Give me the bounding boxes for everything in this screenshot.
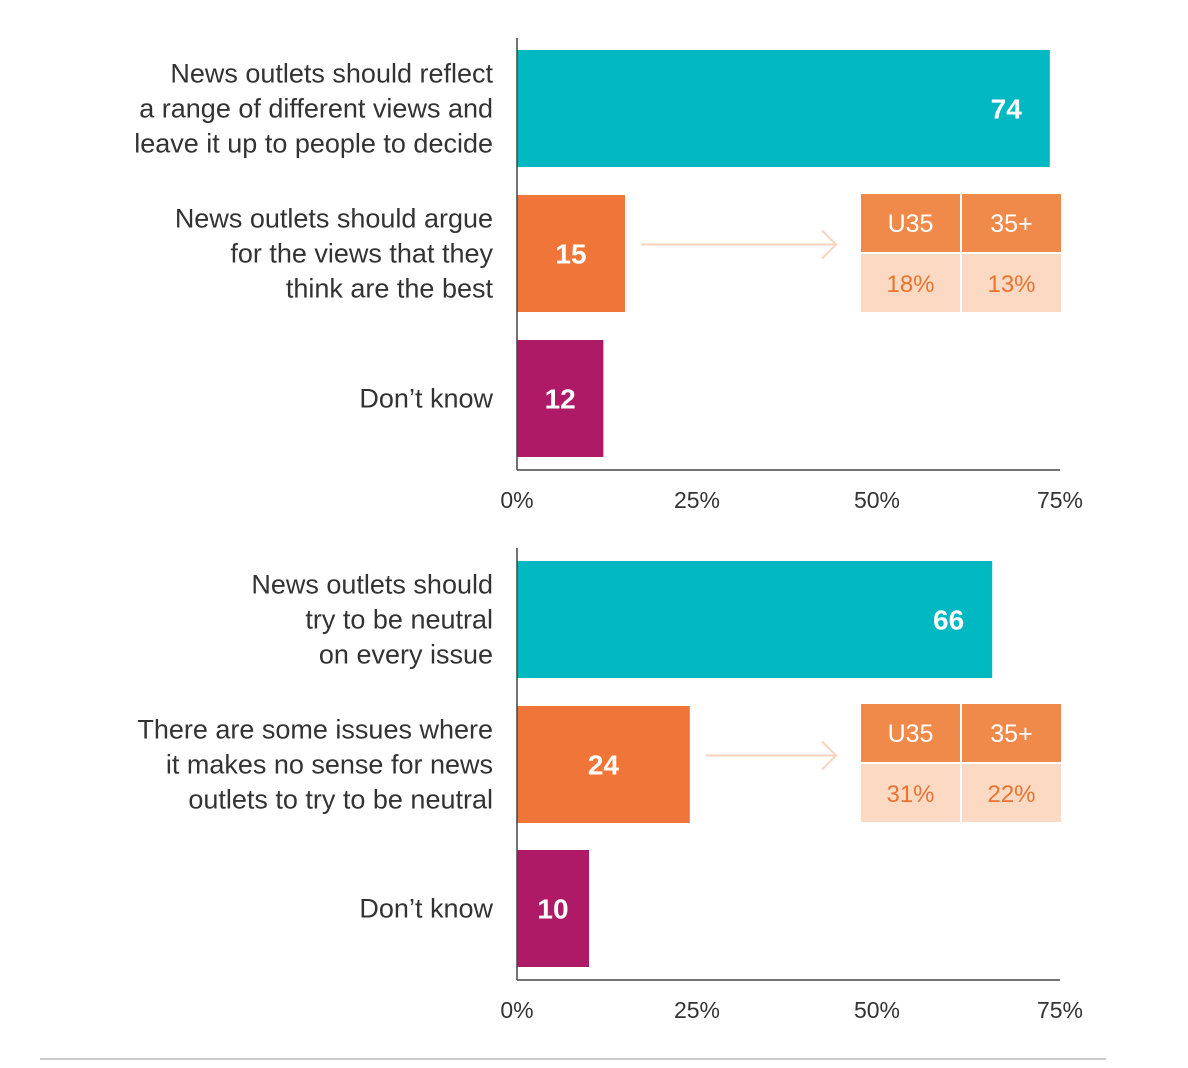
breakdown-value-label: 31% [886,781,934,808]
category-label: it makes no sense for news [166,750,493,780]
bar [517,195,625,312]
x-tick-label: 0% [500,997,533,1023]
breakdown-value-cell [861,254,960,312]
bar [517,850,589,967]
category-label: on every issue [319,640,493,670]
breakdown-header-label: 35+ [990,720,1032,748]
x-tick-label: 25% [674,487,720,513]
bar [517,561,993,678]
x-tick-label: 50% [854,487,900,513]
bar-value-label: 12 [545,384,576,415]
breakdown-header-cell [861,704,960,762]
x-tick-label: 75% [1037,997,1083,1023]
x-tick-label: 75% [1037,487,1083,513]
category-label: News outlets should [251,570,493,600]
breakdown-header-label: 35+ [990,210,1032,238]
breakdown-value-cell [962,764,1061,822]
category-label: outlets to try to be neutral [188,785,493,815]
bar-value-label: 66 [933,605,964,636]
category-label: for the views that they [230,239,493,269]
breakdown-arrow-head [821,229,838,260]
category-label: Don’t know [359,384,493,414]
bar-value-label: 15 [555,239,586,270]
x-tick-label: 50% [854,997,900,1023]
breakdown-header-label: U35 [888,210,934,238]
x-tick-label: 0% [500,487,533,513]
breakdown-value-label: 18% [886,271,934,298]
chart-panel-2: 66 News outlets should try to be neutral on… [137,548,1083,1023]
x-tick-label: 25% [674,997,720,1023]
category-label: leave it up to people to decide [134,129,493,159]
bar-value-label: 74 [991,94,1023,125]
category-label: a range of different views and [139,94,493,124]
category-label: Don’t know [359,894,493,924]
category-label: try to be neutral [305,605,493,635]
chart-panel-1: 74 News outlets should reflect a range of … [134,38,1083,513]
bar [517,706,690,823]
category-label: think are the best [286,274,494,304]
category-label: There are some issues where [137,715,493,745]
breakdown-header-cell [962,704,1061,762]
bar [517,50,1050,167]
breakdown-value-cell [861,764,960,822]
breakdown-header-cell [962,194,1061,252]
breakdown-value-label: 13% [987,271,1035,298]
bar-value-label: 10 [537,894,568,925]
category-label: News outlets should argue [175,204,493,234]
bar-value-label: 24 [588,750,620,781]
breakdown-value-cell [962,254,1061,312]
breakdown-value-label: 22% [987,781,1035,808]
breakdown-header-label: U35 [888,720,934,748]
breakdown-header-cell [861,194,960,252]
breakdown-arrow-head [821,740,838,771]
bar [517,340,604,457]
category-label: News outlets should reflect [170,59,493,89]
